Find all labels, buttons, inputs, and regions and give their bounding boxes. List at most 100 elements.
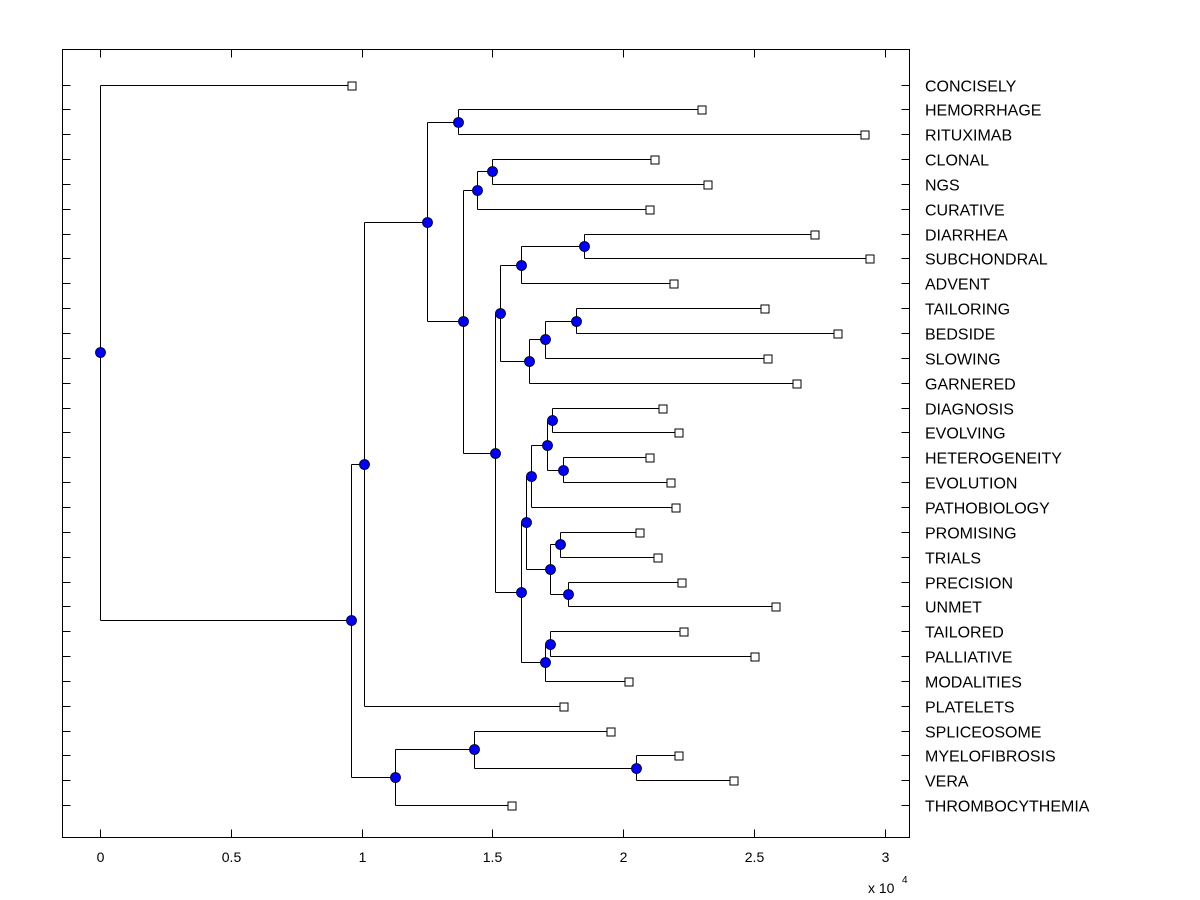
leaf-label: TAILORING — [925, 302, 1010, 319]
internal-node-marker — [346, 615, 357, 626]
leaf-label: EVOLUTION — [925, 476, 1017, 493]
leaf-marker — [674, 751, 684, 761]
leaf-label: VERA — [925, 774, 969, 791]
leaf-marker — [645, 205, 655, 215]
x-multiplier-label: x 10 — [868, 880, 895, 896]
internal-node-marker — [495, 308, 506, 319]
tree-nodes — [95, 117, 642, 783]
x-tick-label: 2 — [620, 849, 628, 865]
leaf-labels: CONCISELY HEMORRHAGE RITUXIMAB CLONAL NGS CUR… — [925, 79, 1090, 816]
internal-node-marker — [469, 744, 480, 755]
leaf-marker — [763, 354, 773, 364]
internal-node-marker — [487, 166, 498, 177]
leaf-label: PALLIATIVE — [925, 650, 1012, 667]
leaf-label: MYELOFIBROSIS — [925, 749, 1056, 766]
leaf-label: THROMBOCYTHEMIA — [925, 799, 1090, 816]
internal-node-marker — [453, 117, 464, 128]
leaf-label: EVOLVING — [925, 426, 1006, 443]
internal-node-marker — [631, 763, 642, 774]
leaf-marker — [658, 404, 668, 414]
leaf-marker — [624, 677, 634, 687]
leaf-marker — [760, 304, 770, 314]
leaf-label: BEDSIDE — [925, 327, 995, 344]
internal-node-marker — [545, 564, 556, 575]
internal-node-marker — [472, 185, 483, 196]
leaf-marker — [697, 105, 707, 115]
internal-node-marker — [95, 347, 106, 358]
leaf-label: TAILORED — [925, 625, 1004, 642]
leaf-label: PATHOBIOLOGY — [925, 501, 1050, 518]
internal-node-marker — [422, 217, 433, 228]
leaf-marker — [679, 627, 689, 637]
leaf-marker — [729, 776, 739, 786]
internal-node-marker — [540, 657, 551, 668]
leaf-marker — [671, 503, 681, 513]
leaf-marker — [677, 578, 687, 588]
leaf-label: SUBCHONDRAL — [925, 252, 1048, 269]
leaf-label: CLONAL — [925, 153, 989, 170]
internal-node-marker — [558, 465, 569, 476]
leaf-marker — [674, 428, 684, 438]
leaf-marker — [653, 553, 663, 563]
internal-node-marker — [555, 539, 566, 550]
x-tick-label: 2.5 — [745, 849, 765, 865]
internal-node-marker — [521, 517, 532, 528]
x-multiplier-exponent: 4 — [902, 875, 908, 886]
axis-ticks — [62, 49, 910, 838]
leaf-label: HETEROGENEITY — [925, 451, 1062, 468]
leaf-label: DIAGNOSIS — [925, 402, 1014, 419]
leaf-label: RITUXIMAB — [925, 128, 1012, 145]
leaf-marker — [559, 702, 569, 712]
x-tick-label: 1 — [359, 849, 367, 865]
internal-node-marker — [359, 459, 370, 470]
tree-leaves — [347, 81, 875, 811]
leaf-marker — [860, 130, 870, 140]
leaf-marker — [635, 528, 645, 538]
leaf-marker — [645, 453, 655, 463]
x-tick-label: 0.5 — [222, 849, 242, 865]
internal-node-marker — [563, 589, 574, 600]
plot-frame — [62, 49, 910, 838]
leaf-label: MODALITIES — [925, 675, 1022, 692]
internal-node-marker — [540, 334, 551, 345]
leaf-label: CONCISELY — [925, 79, 1017, 96]
leaf-marker — [792, 379, 802, 389]
internal-node-marker — [390, 772, 401, 783]
leaf-marker — [347, 81, 357, 91]
internal-node-marker — [579, 241, 590, 252]
leaf-label: PRECISION — [925, 576, 1013, 593]
leaf-marker — [833, 329, 843, 339]
leaf-marker — [771, 602, 781, 612]
x-tick-labels: 0 0.5 1 1.5 2 2.5 3 — [97, 849, 890, 865]
leaf-marker — [606, 727, 616, 737]
leaf-label: SLOWING — [925, 352, 1001, 369]
leaf-marker — [810, 230, 820, 240]
leaf-marker — [703, 180, 713, 190]
leaf-label: ADVENT — [925, 277, 990, 294]
leaf-label: SPLICEOSOME — [925, 725, 1041, 742]
leaf-label: TRIALS — [925, 551, 981, 568]
leaf-marker — [507, 801, 517, 811]
leaf-label: GARNERED — [925, 377, 1016, 394]
leaf-label: HEMORRHAGE — [925, 103, 1041, 120]
internal-node-marker — [458, 316, 469, 327]
leaf-marker — [650, 155, 660, 165]
leaf-label: CURATIVE — [925, 203, 1005, 220]
x-tick-label: 0 — [97, 849, 105, 865]
leaf-label: PLATELETS — [925, 700, 1015, 717]
internal-node-marker — [526, 471, 537, 482]
internal-node-marker — [547, 415, 558, 426]
internal-node-marker — [571, 316, 582, 327]
leaf-label: DIARRHEA — [925, 228, 1008, 245]
internal-node-marker — [524, 356, 535, 367]
internal-node-marker — [545, 639, 556, 650]
leaf-marker — [666, 478, 676, 488]
leaf-marker — [865, 254, 875, 264]
internal-node-marker — [542, 440, 553, 451]
internal-node-marker — [516, 587, 527, 598]
x-tick-label: 1.5 — [483, 849, 503, 865]
internal-node-marker — [516, 260, 527, 271]
x-tick-label: 3 — [882, 849, 890, 865]
leaf-label: NGS — [925, 178, 960, 195]
